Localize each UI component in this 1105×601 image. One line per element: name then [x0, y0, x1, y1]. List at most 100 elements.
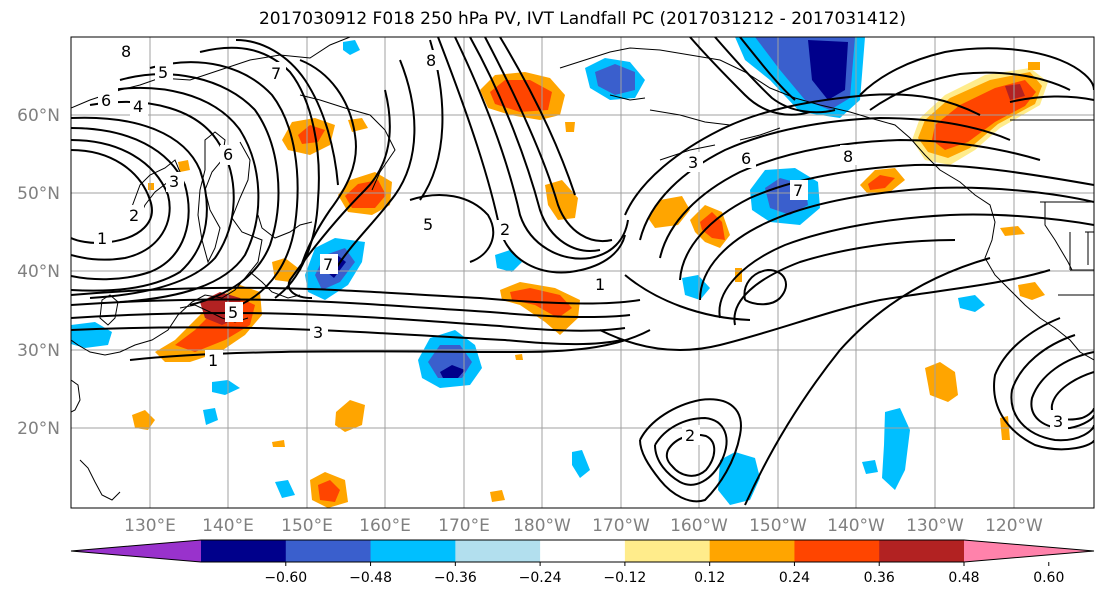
contour-label: 3: [169, 172, 179, 191]
shade-negative: [203, 408, 218, 425]
contour-label: 8: [121, 42, 131, 61]
lon-label: 130°E: [124, 516, 176, 536]
pv-contour: [71, 139, 171, 261]
pv-contour: [718, 213, 1094, 319]
pv-contour: [99, 86, 260, 303]
shade-negative: [343, 40, 360, 55]
colorbar-tick-label: −0.60: [264, 570, 307, 586]
pv-contour: [689, 37, 811, 116]
colorbar-segment: [540, 540, 626, 562]
lat-label: 50°N: [17, 184, 60, 204]
pv-contour: [599, 269, 1051, 351]
colorbar-tick-label: 0.48: [948, 570, 979, 586]
pv-contour: [71, 116, 208, 292]
lon-label: 150°E: [281, 516, 333, 536]
contour-label: 3: [313, 323, 323, 342]
colorbar-tick-label: 0.60: [1033, 570, 1064, 586]
shade-positive: [925, 362, 958, 402]
shade-positive: [318, 480, 340, 502]
shade-positive: [132, 410, 155, 430]
contour-label: 2: [129, 206, 139, 225]
colorbar-tick-label: 0.36: [864, 570, 895, 586]
shade-negative: [595, 64, 635, 95]
shade-positive: [298, 125, 325, 144]
colorbar-tick-label: −0.48: [349, 570, 392, 586]
pv-contour: [639, 398, 742, 503]
pv-contour: [1009, 95, 1094, 103]
shade-negative: [212, 380, 240, 395]
longitude-labels: 130°E 140°E 150°E 160°E 170°E 180°W 170°…: [124, 516, 1043, 536]
colorbar-tick-label: −0.36: [434, 570, 477, 586]
lat-label: 60°N: [17, 106, 60, 126]
pv-contour: [71, 311, 626, 332]
contour-label: 8: [843, 147, 853, 166]
shade-positive: [1028, 62, 1040, 70]
colorbar-segment: [285, 540, 372, 562]
colorbar-segment: [624, 540, 711, 562]
lat-label: 30°N: [17, 341, 60, 361]
shade-negative: [808, 40, 848, 100]
lon-label: 150°W: [749, 516, 807, 536]
pv-contour: [119, 73, 280, 306]
pv-contour: [869, 71, 1071, 111]
lon-label: 160°E: [359, 516, 411, 536]
pv-contour: [699, 186, 1094, 301]
contour-label: 2: [685, 426, 695, 445]
pv-contour: [89, 101, 235, 299]
contour-label: 6: [223, 145, 233, 164]
latitude-labels: 60°N 50°N 40°N 30°N 20°N: [17, 106, 60, 439]
contour-label: 3: [688, 153, 698, 172]
pv-contour: [71, 149, 153, 244]
colorbar-outline: [70, 539, 1095, 563]
pv-contour: [71, 326, 623, 346]
lon-label: 140°W: [827, 516, 885, 536]
pv-contour: [744, 257, 991, 506]
contour-label: 7: [793, 181, 803, 200]
pv-contour: [71, 127, 190, 281]
lon-label: 170°E: [438, 516, 490, 536]
pv-contour: [654, 416, 728, 486]
lon-label: 170°W: [592, 516, 650, 536]
pv-contour: [1010, 334, 1094, 442]
pv-contour: [437, 37, 626, 274]
pv-contour: [299, 59, 357, 271]
pv-contour: [743, 268, 787, 306]
pv-contour: [71, 298, 631, 318]
pv-contour: [1030, 351, 1094, 430]
pv-contour: [624, 274, 751, 321]
colorbar-segment: [709, 540, 795, 562]
contour-labels: 8 5 6 4 3 2 1 6 7 8 5 2 3 1: [94, 40, 1068, 445]
contour-label: 6: [101, 91, 111, 110]
contour-label: 1: [97, 229, 107, 248]
colorbar-segment: [794, 540, 880, 562]
contour-label: 5: [158, 63, 168, 82]
colorbar-extend-min: [71, 540, 201, 562]
shade-positive: [272, 258, 298, 282]
pv-contour: [484, 37, 613, 243]
shade-positive: [335, 400, 365, 432]
shade-negative: [958, 295, 985, 312]
shade-positive: [515, 354, 523, 360]
shade-negative: [718, 452, 760, 505]
pv-contour: [287, 89, 391, 299]
pv-contour: [624, 93, 981, 216]
lon-label: 140°E: [202, 516, 254, 536]
shade-positive: [272, 440, 285, 447]
plot-title: 2017030912 F018 250 hPa PV, IVT Landfall…: [258, 9, 906, 29]
lon-label: 180°W: [513, 516, 571, 536]
pv-contour: [235, 39, 339, 186]
shade-positive: [565, 122, 575, 132]
shade-positive: [1000, 226, 1025, 236]
lat-label: 40°N: [17, 262, 60, 282]
shade-positive: [148, 183, 154, 190]
lon-label: 160°W: [670, 516, 728, 536]
colorbar-tick-label: 0.24: [779, 570, 810, 586]
pv-contour: [679, 163, 1094, 281]
shade-positive: [178, 160, 190, 172]
contour-label: 3: [1053, 412, 1063, 431]
pv-contour: [499, 37, 576, 196]
contour-label: 5: [228, 303, 238, 322]
pv-contour: [859, 47, 1094, 96]
pv-contour: [454, 37, 629, 260]
shade-positive: [700, 212, 725, 240]
